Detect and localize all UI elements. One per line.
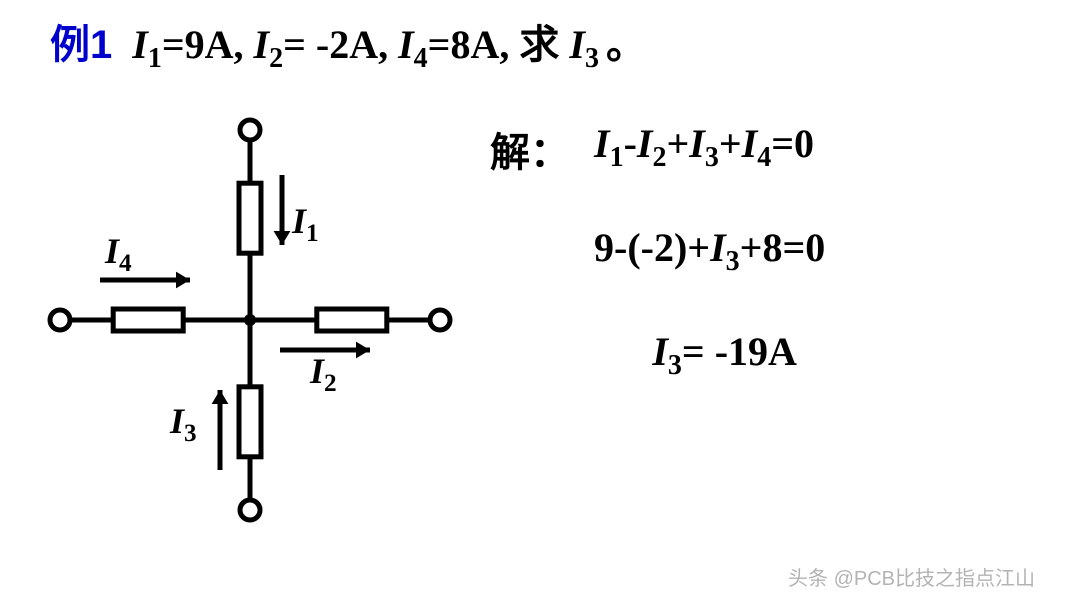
current-label-i2: I2 bbox=[310, 350, 337, 398]
equation-column: I1-I2+I3+I4=0 9-(-2)+I3+8=0 I3= -19A bbox=[594, 120, 825, 432]
solution-label: 解： bbox=[490, 120, 570, 178]
circuit-diagram: I1 I2 I3 I4 bbox=[30, 90, 450, 590]
current-label-i4: I4 bbox=[105, 230, 132, 278]
equation-1: I1-I2+I3+I4=0 bbox=[594, 120, 825, 174]
watermark: 头条 @PCB比技之指点江山 bbox=[788, 562, 1035, 591]
problem-title: 例1 I1=9A, I2= -2A, I4=8A, 求 I3 。 bbox=[50, 12, 646, 75]
given-values: I1=9A, I2= -2A, I4=8A, 求 I3 。 bbox=[132, 22, 646, 67]
current-label-i3: I3 bbox=[170, 400, 197, 448]
solution-block: 解： I1-I2+I3+I4=0 9-(-2)+I3+8=0 I3= -19A bbox=[490, 120, 1050, 432]
example-label: 例1 bbox=[50, 23, 112, 67]
equation-2: 9-(-2)+I3+8=0 bbox=[594, 224, 825, 278]
equation-3: I3= -19A bbox=[594, 328, 825, 382]
current-label-i1: I1 bbox=[292, 200, 319, 248]
circuit-svg bbox=[30, 90, 470, 590]
